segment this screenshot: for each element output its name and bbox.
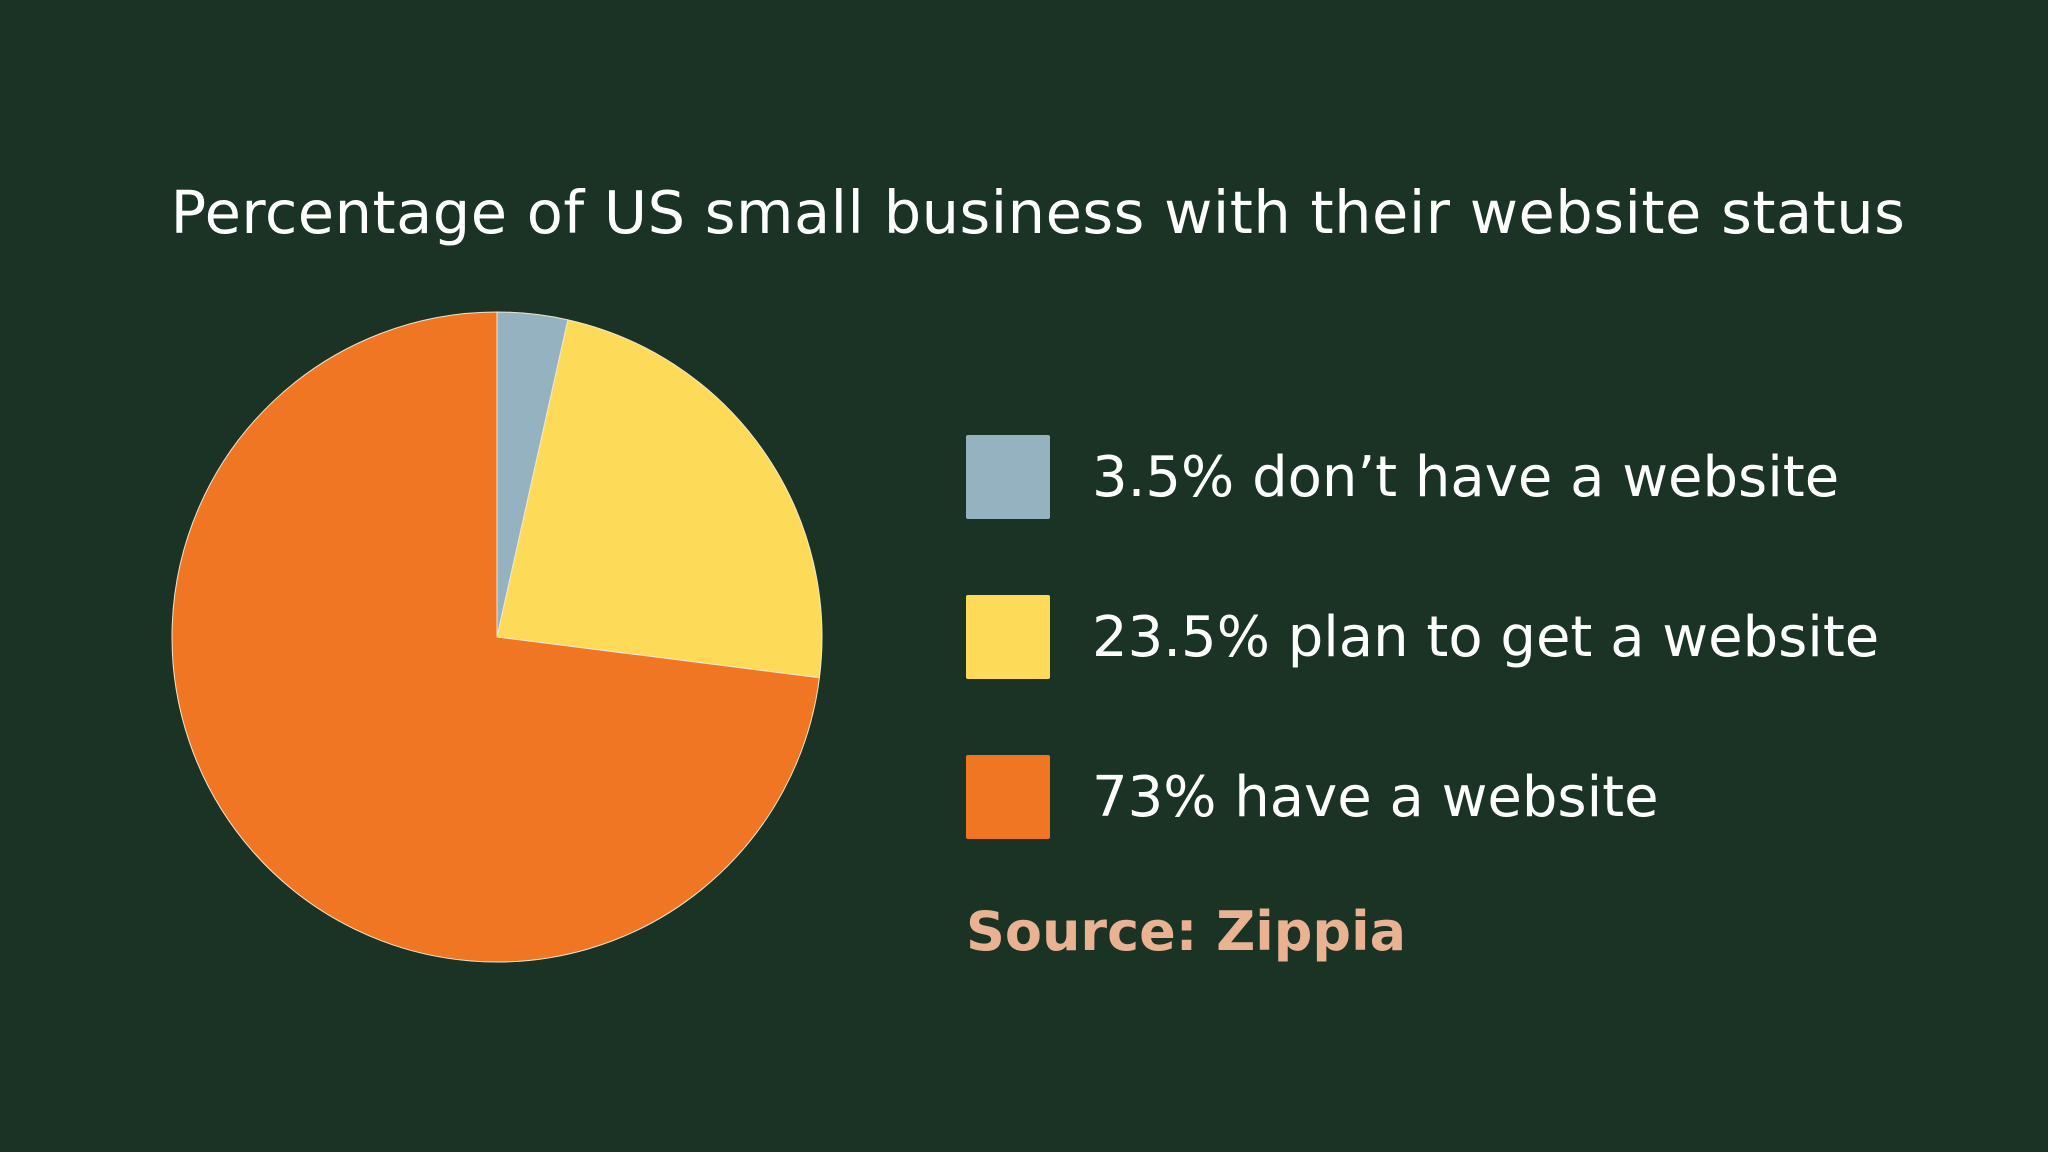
legend-label-no-website: 3.5% don’t have a website	[1092, 444, 1840, 510]
legend-swatch-have-website	[966, 755, 1050, 839]
legend-swatch-no-website	[966, 435, 1050, 519]
legend-item-plan-website: 23.5% plan to get a website	[966, 595, 1879, 679]
chart-title: Percentage of US small business with the…	[170, 178, 1906, 247]
legend-item-have-website: 73% have a website	[966, 755, 1659, 839]
source-label: Source: Zippia	[966, 900, 1407, 963]
legend-label-plan-website: 23.5% plan to get a website	[1092, 604, 1880, 670]
legend-label-have-website: 73% have a website	[1092, 764, 1659, 830]
pie-slice-have-website	[171, 311, 820, 963]
pie-slice-plan-website	[496, 319, 823, 679]
legend-item-no-website: 3.5% don’t have a website	[966, 435, 1839, 519]
legend-swatch-plan-website	[966, 595, 1050, 679]
